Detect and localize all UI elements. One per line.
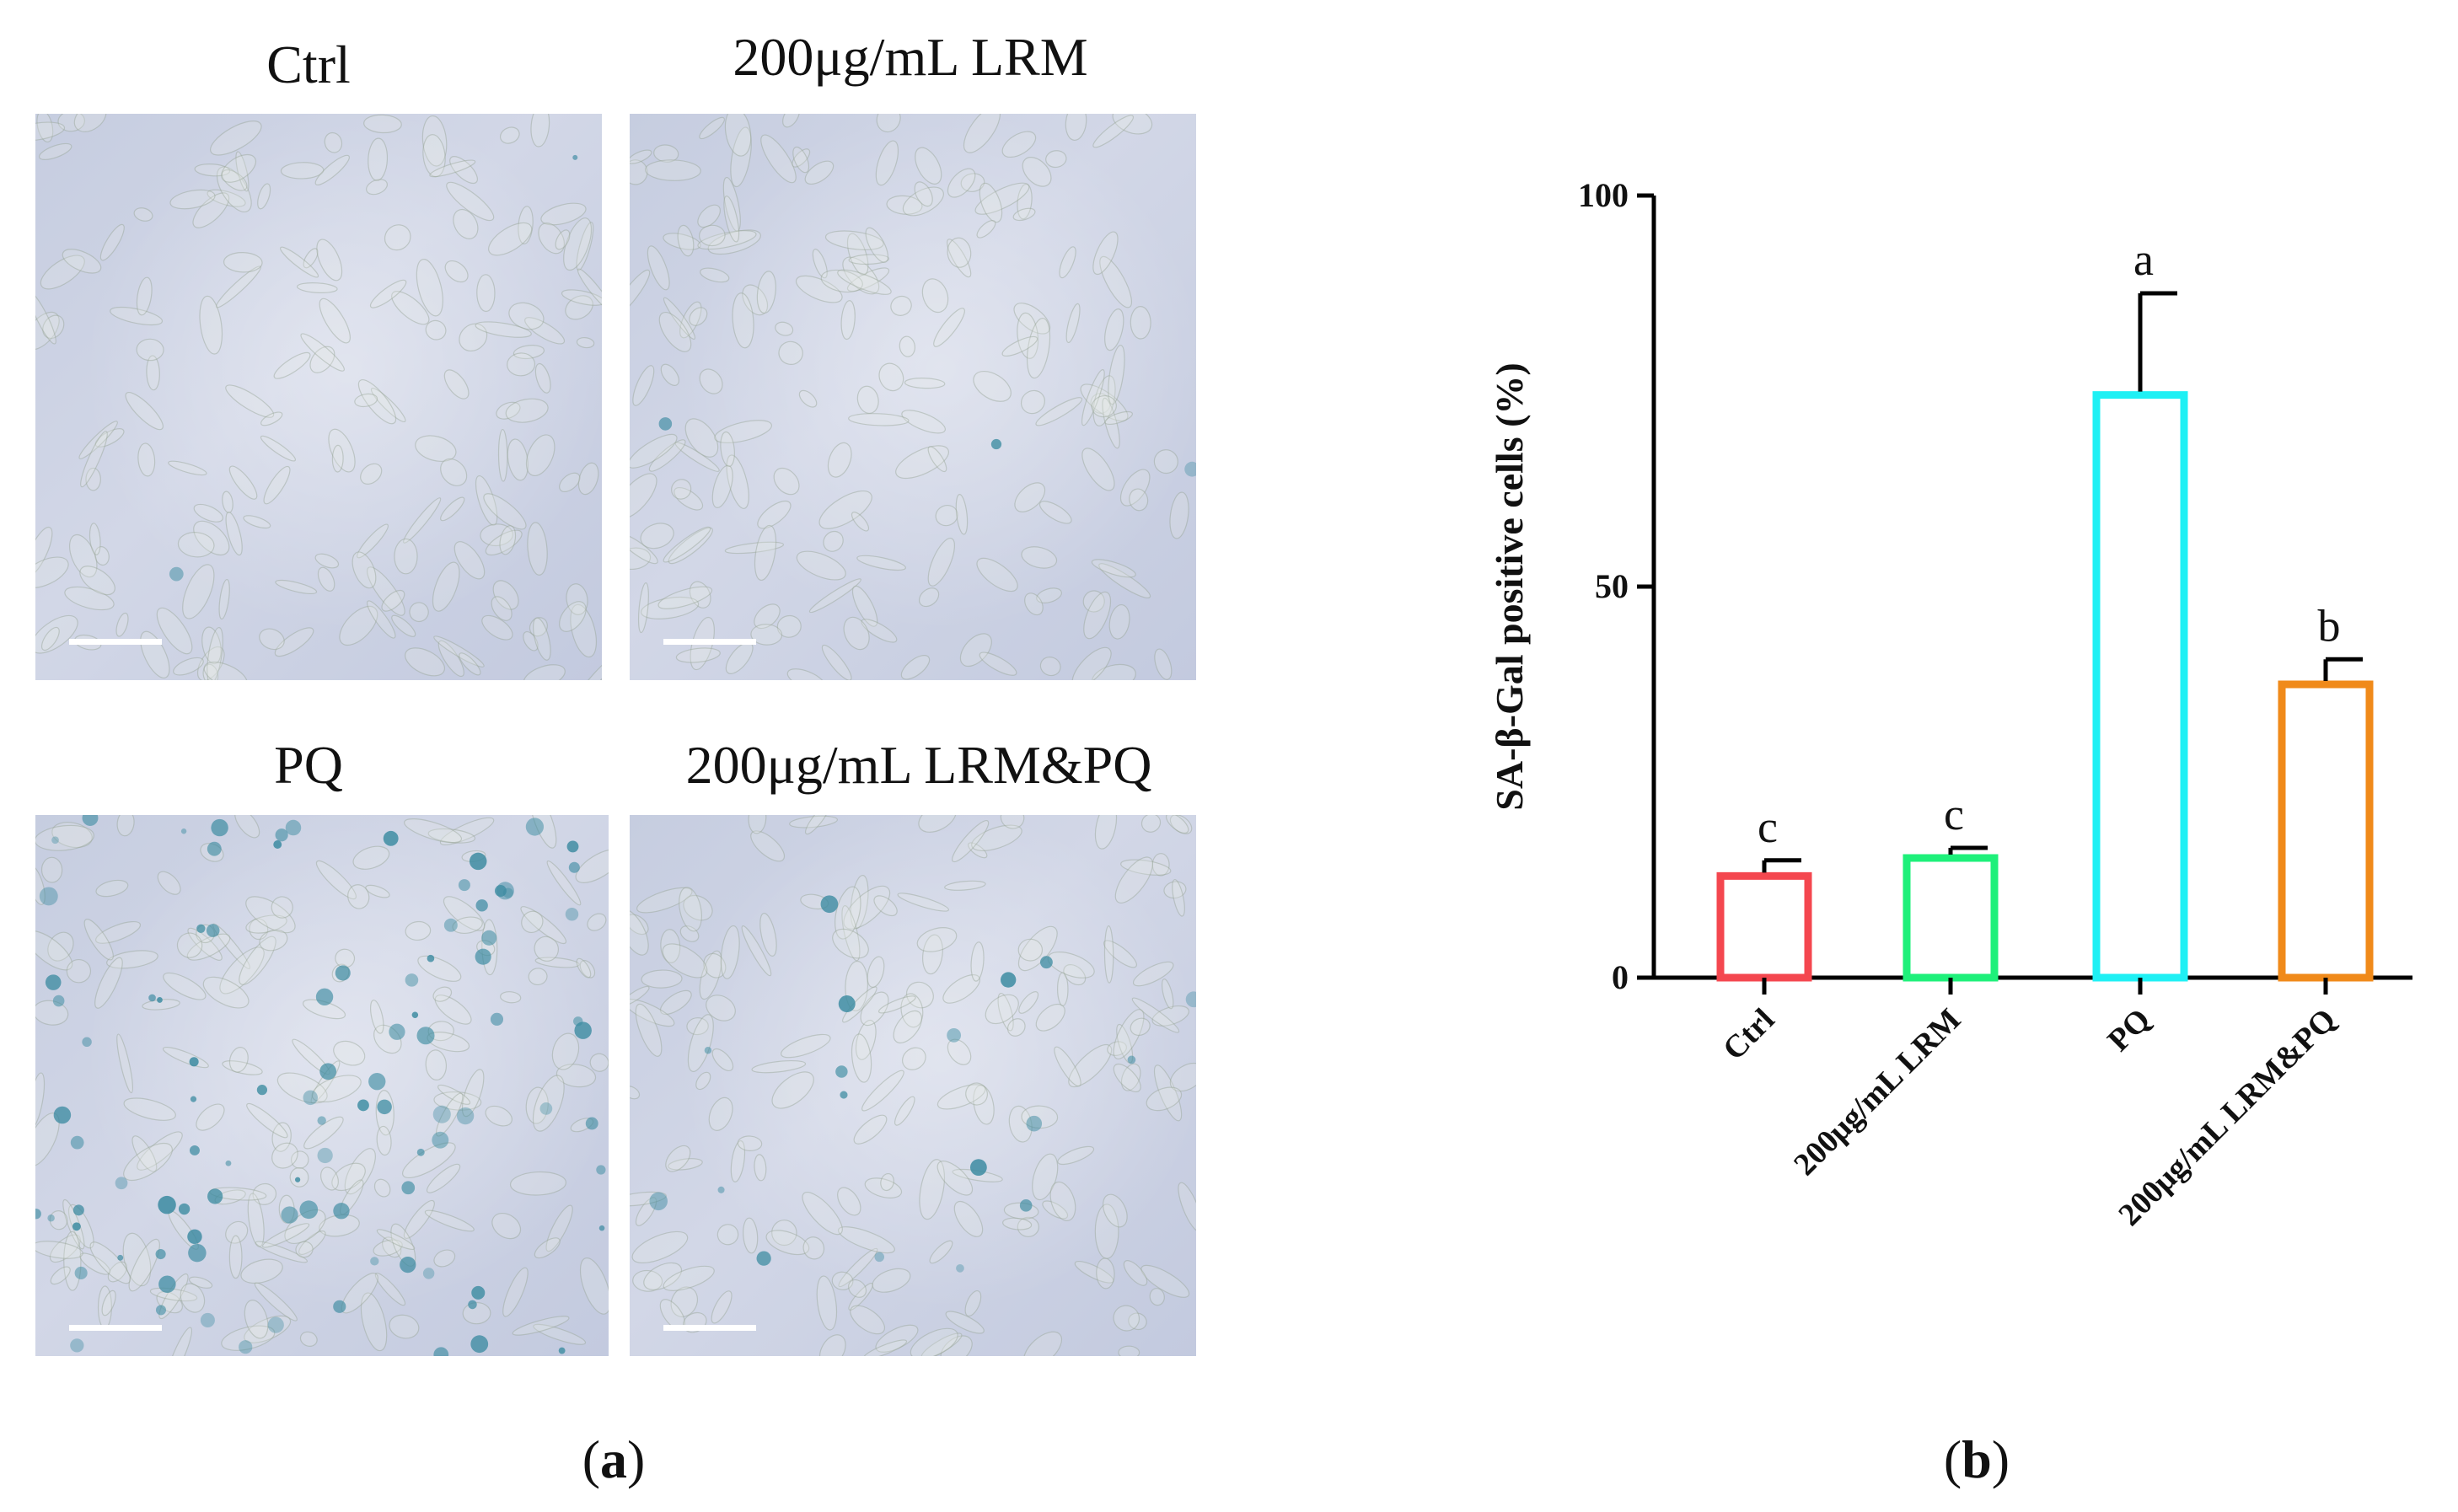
panel-a-label: (a) [582, 1429, 646, 1489]
y-tick-label: 50 [1595, 567, 1629, 605]
cells-lrm-pq [630, 815, 1196, 1356]
cells-lrm [630, 114, 1196, 680]
scale-bar [69, 639, 162, 645]
cells-pq [35, 815, 609, 1356]
micrograph-ctrl [35, 114, 602, 680]
image-title-lrm: 200μg/mL LRM [733, 27, 1088, 87]
bar [2092, 391, 2188, 982]
category-label: 200μg/mL LRM [1787, 1002, 1967, 1182]
scale-bar [69, 1325, 162, 1331]
panel-b-label: (b) [1943, 1429, 2010, 1489]
category-label: Ctrl [1716, 1002, 1781, 1067]
significance-letter: a [2133, 234, 2154, 285]
bar [1716, 871, 1812, 982]
cells-ctrl [35, 114, 602, 680]
image-title-lrm-pq: 200μg/mL LRM&PQ [685, 735, 1152, 795]
image-title-pq: PQ [274, 735, 343, 795]
scale-bar [663, 1325, 756, 1331]
significance-letter: c [1758, 802, 1778, 852]
y-tick-label: 0 [1612, 958, 1629, 996]
micrograph-pq [35, 815, 609, 1356]
bar [2278, 680, 2374, 982]
scale-bar [663, 639, 756, 645]
bar [1903, 854, 1999, 982]
bar-chart: 0 50 100 SA-β-Gal positive cells (%) c Ctrl c 2… [1488, 176, 2412, 1233]
image-title-ctrl: Ctrl [266, 35, 351, 94]
micrograph-lrm [630, 114, 1196, 680]
significance-letter: b [2318, 600, 2341, 651]
significance-letter: c [1944, 789, 1964, 839]
y-axis-label: SA-β-Gal positive cells (%) [1488, 362, 1531, 810]
micrograph-lrm-pq [630, 815, 1196, 1356]
y-tick-label: 100 [1578, 176, 1629, 214]
category-label: PQ [2101, 1002, 2157, 1059]
